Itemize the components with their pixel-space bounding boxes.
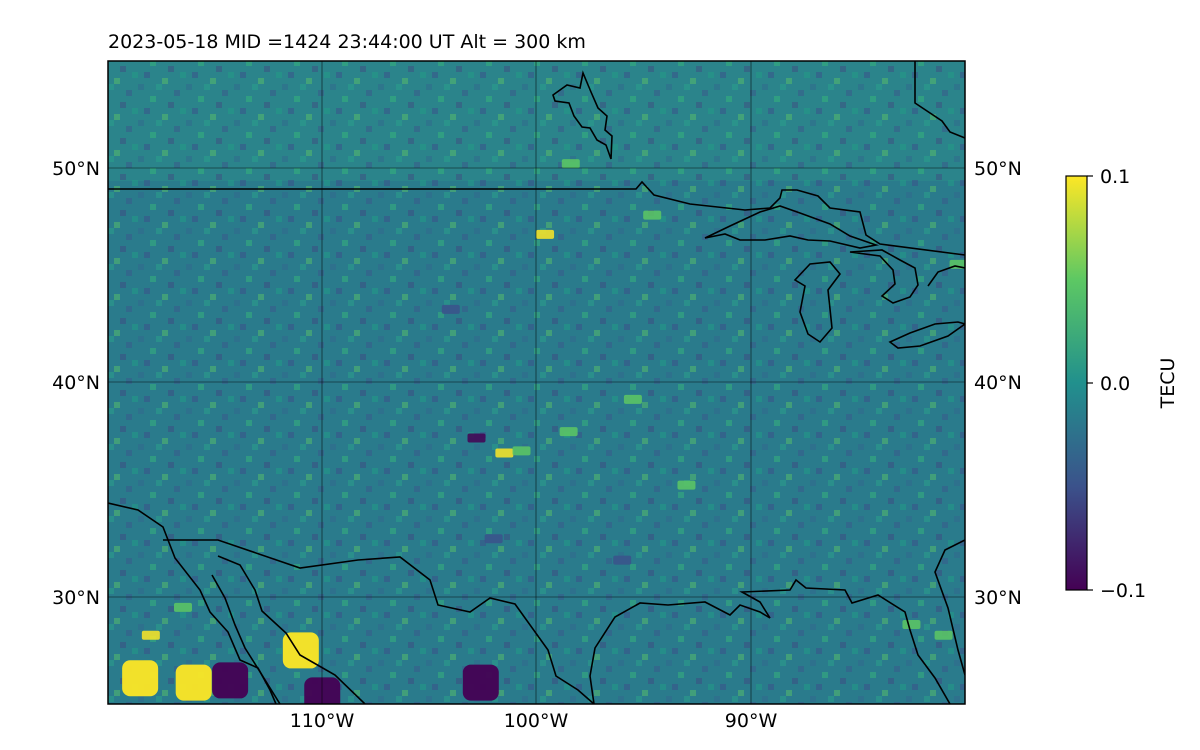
lake-winnipeg <box>552 70 613 160</box>
lon-label-100: 100°W <box>504 710 569 732</box>
colorbar-gradient <box>1066 176 1087 590</box>
colorbar-label: TECU <box>1157 358 1179 410</box>
hotspot-7 <box>173 602 192 612</box>
right-lat-labels: 50°N 40°N 30°N <box>974 158 1022 609</box>
speckle-texture <box>108 61 965 704</box>
hudson-bay-coast <box>914 61 965 139</box>
atlantic-coast <box>934 539 965 676</box>
lake-superior <box>704 205 880 249</box>
hotspot-17 <box>484 534 503 544</box>
hotspot-15 <box>934 630 953 640</box>
lon-label-110: 110°W <box>290 710 355 732</box>
hotspot-8 <box>495 448 514 458</box>
baja-peninsula <box>217 555 366 704</box>
map-field <box>108 61 965 704</box>
lat-label-left-50: 50°N <box>52 158 100 180</box>
lake-ontario <box>927 265 965 287</box>
lake-huron <box>849 249 919 304</box>
lat-label-left-40: 40°N <box>52 372 100 394</box>
hotspot-18 <box>613 555 632 565</box>
lat-label-right-50: 50°N <box>974 158 1022 180</box>
lake-erie <box>888 321 965 349</box>
chart-title: 2023-05-18 MID =1424 23:44:00 UT Alt = 3… <box>108 31 586 53</box>
hotspot-13 <box>561 159 580 169</box>
hotspot-0 <box>122 660 159 697</box>
hotspot-2 <box>141 630 160 640</box>
us-canada-border <box>108 180 965 256</box>
hotspot-6 <box>462 664 499 701</box>
grid-lines <box>108 61 965 704</box>
lat-label-left-30: 30°N <box>52 587 100 609</box>
hotspot-4 <box>212 662 249 699</box>
lake-michigan <box>793 261 842 344</box>
hotspot-19 <box>441 304 460 314</box>
hotspot-12 <box>643 210 662 220</box>
lat-label-right-30: 30°N <box>974 587 1022 609</box>
baja-west-coast <box>211 574 281 704</box>
hotspot-20 <box>559 427 578 437</box>
hotspot-22 <box>677 480 696 490</box>
hotspot-1 <box>175 664 212 701</box>
mexico-us-border <box>163 539 595 704</box>
lon-label-90: 90°W <box>725 710 778 732</box>
colorbar: 0.1 0.0 −0.1 TECU <box>1065 166 1179 602</box>
hotspot-layer <box>122 159 965 704</box>
hotspot-11 <box>536 229 555 239</box>
hotspot-21 <box>623 394 642 404</box>
plot-frame <box>107 60 966 705</box>
left-lat-labels: 50°N 40°N 30°N <box>52 158 100 609</box>
colorbar-tick-label-min: −0.1 <box>1100 580 1146 602</box>
lat-label-right-40: 40°N <box>974 372 1022 394</box>
hotspot-14 <box>902 619 921 629</box>
hotspot-10 <box>467 433 486 443</box>
hotspot-9 <box>512 446 531 456</box>
lon-labels: 110°W 100°W 90°W <box>290 710 778 732</box>
colorbar-tick-label-zero: 0.0 <box>1100 373 1130 395</box>
colorbar-tick-label-max: 0.1 <box>1100 166 1130 188</box>
